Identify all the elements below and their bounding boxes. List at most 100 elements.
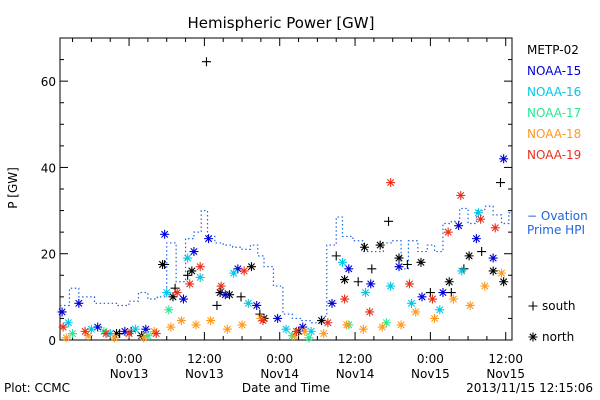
noaa-16-north-point	[361, 288, 371, 298]
noaa-17-north-point	[304, 333, 314, 343]
x-tick-label-time: 12:00	[187, 352, 222, 366]
noaa-19-north-point	[124, 329, 134, 339]
noaa-15-north-point	[252, 300, 262, 310]
noaa-18-north-point	[480, 281, 490, 291]
chart-title: Hemispheric Power [GW]	[188, 14, 375, 32]
plot-credit: Plot: CCMC	[4, 381, 70, 395]
noaa-19-north-point	[427, 294, 437, 304]
data-points	[57, 57, 509, 343]
noaa-16-north-point	[306, 326, 316, 336]
noaa-18-north-point	[342, 320, 352, 330]
noaa-18-north-point	[139, 333, 149, 343]
noaa-19-north-point	[476, 214, 486, 224]
metp-02-north-point	[215, 288, 225, 298]
metp-02-north-point	[168, 292, 178, 302]
noaa-15-north-point	[74, 298, 84, 308]
legend-item-noaa-15: NOAA-15	[527, 64, 581, 78]
x-tick-label-time: 12:00	[488, 352, 523, 366]
noaa-16-north-point	[243, 298, 253, 308]
noaa-15-north-point	[93, 322, 103, 332]
noaa-15-north-point	[344, 264, 354, 274]
x-tick-label-date: Nov14	[260, 367, 299, 381]
metp-02-north-point	[464, 251, 474, 261]
noaa-18-north-point	[237, 320, 247, 330]
noaa-18-north-point	[61, 333, 71, 343]
noaa-16-north-point	[281, 324, 291, 334]
noaa-19-north-point	[456, 190, 466, 200]
noaa-16-north-point	[130, 324, 140, 334]
legend-marker-star-icon	[528, 332, 538, 342]
y-tick-label: 0	[48, 334, 56, 348]
y-axis-label: P [GW]	[6, 167, 20, 209]
metp-02-south-point	[402, 260, 412, 269]
noaa-18-north-point	[83, 331, 93, 341]
metp-02-south-point	[236, 292, 246, 302]
x-axis-label: Date and Time	[242, 381, 330, 395]
noaa-18-north-point	[465, 300, 475, 310]
noaa-19-north-point	[386, 178, 396, 188]
x-tick-label-date: Nov13	[185, 367, 224, 381]
noaa-16-north-point	[407, 298, 417, 308]
noaa-19-north-point	[404, 279, 414, 289]
metp-02-north-point	[112, 329, 121, 339]
noaa-16-north-point	[195, 272, 205, 282]
noaa-18-north-point	[222, 324, 232, 334]
noaa-19-north-point	[365, 307, 375, 317]
metp-02-north-point	[444, 277, 454, 287]
noaa-15-north-point	[454, 221, 464, 231]
noaa-17-north-point	[68, 329, 78, 339]
metp-02-south-point	[201, 57, 211, 67]
legend-marker-north: north	[542, 330, 574, 344]
noaa-18-north-point	[497, 268, 507, 278]
noaa-18-north-point	[396, 320, 406, 330]
metp-02-south-point	[477, 247, 487, 257]
x-tick-label-date: Nov15	[486, 367, 525, 381]
noaa-18-north-point	[206, 316, 216, 326]
legend: METP-02 NOAA-15 NOAA-16 NOAA-17 NOAA-18 NOAA-…	[527, 43, 588, 344]
noaa-18-north-point	[430, 313, 440, 323]
legend-item-metp-02: METP-02	[527, 43, 579, 57]
noaa-15-north-point	[488, 253, 498, 263]
noaa-19-north-point	[151, 329, 161, 339]
noaa-16-north-point	[229, 268, 239, 278]
metp-02-south-point	[353, 277, 363, 287]
legend-marker-plus-icon	[528, 301, 538, 311]
metp-02-south-point	[425, 288, 435, 298]
metp-02-south-point	[183, 270, 193, 280]
noaa-19-north-point	[258, 316, 268, 326]
x-tick-label-time: 12:00	[338, 352, 373, 366]
metp-02-north-point	[375, 240, 385, 250]
metp-02-north-point	[416, 257, 426, 267]
ovation-prime-model-line	[60, 205, 512, 324]
metp-02-north-point	[340, 275, 350, 285]
noaa-15-north-point	[394, 262, 404, 272]
noaa-19-north-point	[195, 262, 205, 272]
noaa-18-north-point	[289, 331, 299, 341]
metp-02-north-point	[394, 253, 404, 263]
ovation-prime-model-line	[60, 205, 512, 324]
noaa-16-north-point	[86, 324, 96, 334]
noaa-16-north-point	[338, 257, 347, 267]
legend-item-noaa-17: NOAA-17	[527, 106, 581, 120]
x-tick-label-time: 0:00	[266, 352, 293, 366]
noaa-15-north-point	[141, 324, 151, 334]
y-tick-label: 20	[41, 248, 56, 262]
noaa-16-north-point	[474, 208, 484, 218]
legend-item-noaa-18: NOAA-18	[527, 127, 581, 141]
noaa-15-north-point	[120, 326, 130, 336]
noaa-15-north-point	[220, 290, 230, 300]
legend-item-noaa-19: NOAA-19	[527, 148, 581, 162]
noaa-16-north-point	[183, 253, 193, 263]
noaa-19-north-point	[101, 329, 111, 339]
noaa-17-north-point	[164, 305, 174, 315]
x-tick-label-date: Nov14	[336, 367, 375, 381]
plot-timestamp: 2013/11/15 12:15:06	[466, 381, 593, 395]
metp-02-north-point	[488, 266, 498, 276]
noaa-18-north-point	[191, 320, 201, 330]
y-tick-label: 40	[41, 161, 56, 175]
noaa-18-north-point	[109, 333, 119, 343]
noaa-15-north-point	[298, 322, 308, 332]
noaa-18-north-point	[176, 316, 186, 326]
metp-02-south-point	[170, 283, 180, 293]
